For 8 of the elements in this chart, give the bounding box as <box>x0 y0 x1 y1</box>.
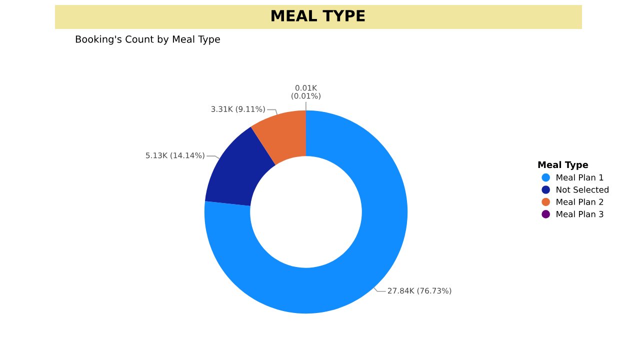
chart-subtitle: Booking's Count by Meal Type <box>76 35 220 45</box>
chart-title: MEAL TYPE <box>272 10 365 22</box>
legend-label: Meal Plan 1 <box>556 174 604 181</box>
legend-label: Meal Plan 2 <box>556 198 604 206</box>
legend-label: Meal Plan 3 <box>556 210 604 218</box>
donut-slice <box>204 126 276 206</box>
legend-label: Not Selected <box>556 186 608 193</box>
legend-title: Meal Type <box>538 161 588 170</box>
